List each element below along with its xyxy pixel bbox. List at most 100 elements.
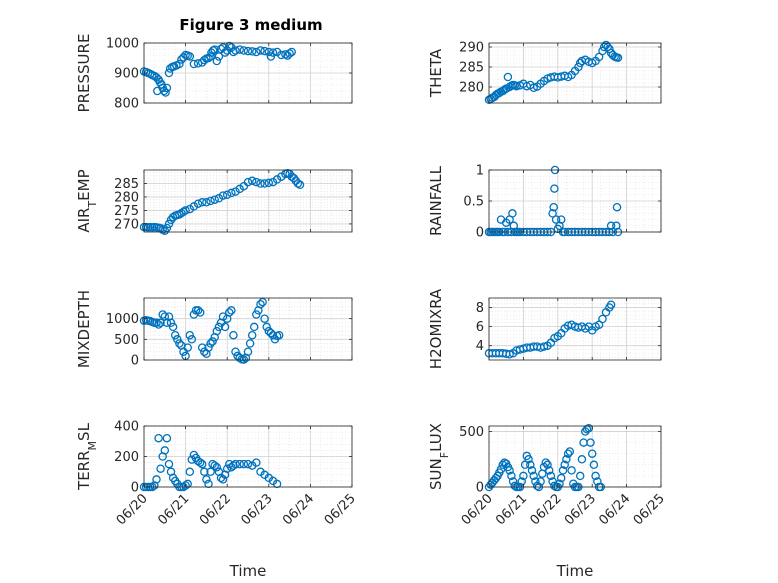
y-tick-label: 285 [459, 61, 484, 76]
data-point [591, 471, 600, 481]
data-point [197, 198, 207, 207]
axes-box [488, 42, 662, 104]
data-point [563, 449, 573, 458]
data-point [231, 459, 240, 469]
data-point [256, 179, 265, 188]
data-point [231, 347, 240, 356]
data-point [249, 322, 259, 332]
data-point [220, 48, 230, 57]
data-point [293, 179, 303, 188]
data-point [204, 479, 213, 489]
y-axis-label: PRESSURE [75, 34, 93, 113]
data-point [177, 55, 186, 64]
data-point [235, 45, 244, 54]
panel-rainfall: 0 0.5 1 RAINFALL [427, 164, 662, 241]
x-tick-label: 06/22 [197, 491, 234, 528]
data-point [587, 449, 597, 458]
x-tick-label: 06/21 [155, 491, 192, 528]
data-point [562, 455, 571, 464]
data-point [256, 299, 265, 309]
data-point [214, 322, 224, 332]
data-point [195, 308, 205, 317]
data-point [175, 339, 184, 348]
data-point [556, 215, 566, 224]
data-point [272, 479, 282, 489]
data-point [252, 458, 261, 467]
y-tick-label: 270 [114, 217, 139, 232]
data-point [235, 459, 244, 469]
data-point [258, 297, 267, 307]
panel-pressure: 800 900 1000 PRESSURE [75, 34, 353, 113]
y-tick-label: 500 [459, 425, 484, 440]
data-point [613, 53, 623, 63]
x-tick-label: 06/22 [528, 491, 565, 528]
data-point [612, 202, 622, 212]
axes-box [488, 425, 662, 488]
x-tick-label: 06/21 [493, 491, 530, 528]
data-point [164, 219, 174, 229]
data-point [152, 318, 161, 328]
data-point [195, 458, 205, 467]
data-point [589, 460, 599, 470]
data-point [210, 45, 219, 54]
data-point [218, 312, 228, 321]
data-point [508, 209, 517, 218]
data-point [197, 459, 207, 469]
data-point [505, 350, 514, 359]
data-point [183, 343, 192, 352]
data-point [168, 322, 178, 332]
data-point [599, 42, 609, 52]
y-tick-label: 285 [114, 177, 139, 192]
axes-box [488, 297, 662, 361]
data-point [268, 48, 278, 57]
y-tick-label: 0 [131, 354, 139, 369]
data-point [260, 314, 269, 323]
figure-title: Figure 3 medium [179, 16, 322, 34]
y-tick-label: 1000 [106, 312, 139, 327]
y-axis-label: RAINFALL [427, 165, 445, 236]
data-point [549, 202, 558, 212]
axes-box [143, 297, 353, 361]
data-point [231, 46, 240, 55]
y-axis-label: AIRTEMP [75, 169, 99, 232]
data-point [256, 46, 265, 55]
axes-box [143, 169, 353, 233]
data-point [225, 41, 234, 51]
data-point [214, 52, 224, 61]
data-point [212, 462, 222, 472]
panel-terr_msl: 0 200 400 06/20 06/21 06/22 06/23 06/24 06/25 Tim… [75, 420, 359, 581]
y-tick-label: 8 [476, 301, 484, 316]
data-point [166, 318, 176, 328]
data-point [222, 190, 232, 200]
data-point [285, 49, 294, 58]
data-point [260, 46, 269, 56]
data-point [162, 223, 172, 233]
data-point [197, 343, 207, 352]
y-tick-label: 4 [476, 339, 484, 354]
data-point [247, 330, 257, 340]
data-point [252, 177, 261, 187]
y-axis-label: TERRMSL [75, 422, 99, 491]
data-point [243, 177, 253, 187]
data-point [162, 433, 172, 443]
x-tick-label: 06/25 [322, 491, 359, 528]
data-point [185, 467, 195, 477]
data-point [529, 471, 538, 481]
data-point [505, 466, 514, 475]
data-point [262, 322, 271, 332]
data-point [202, 475, 211, 484]
data-point [558, 466, 568, 475]
data-point [575, 471, 585, 481]
y-axis-label: THETA [427, 48, 445, 98]
data-point [239, 459, 249, 469]
data-point [541, 458, 551, 467]
data-point [206, 467, 215, 477]
data-point [185, 52, 195, 61]
data-point [189, 59, 199, 69]
series-air_temp [139, 168, 305, 235]
y-tick-label: 275 [114, 204, 139, 219]
data-point [187, 335, 197, 344]
data-point [243, 459, 253, 469]
y-tick-label: 0 [131, 481, 139, 496]
